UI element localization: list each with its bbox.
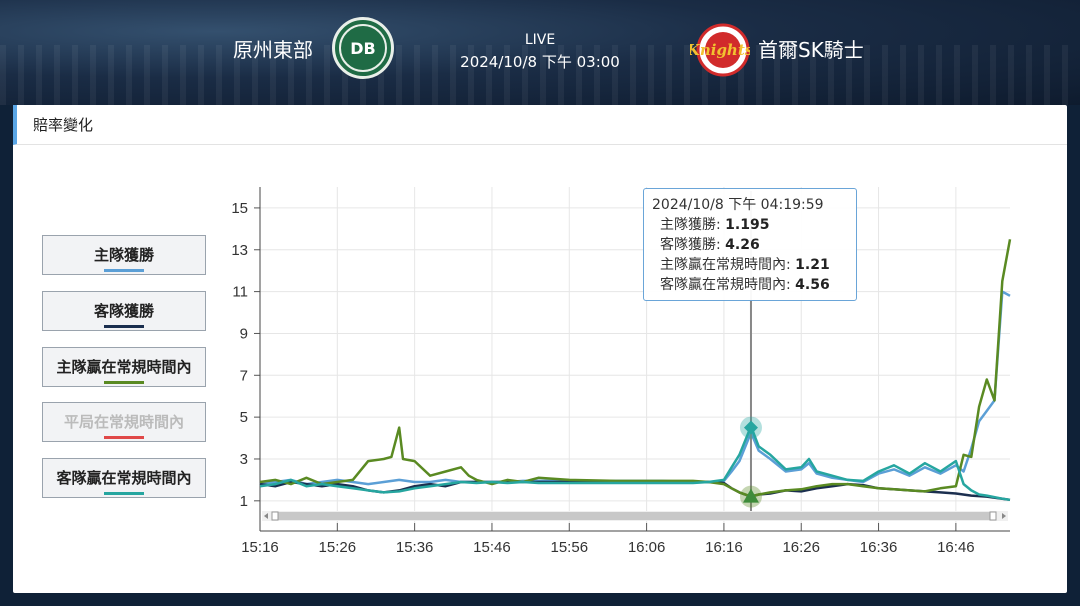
tooltip-time: 2024/10/8 下午 04:19:59 bbox=[652, 197, 824, 213]
marker-diamond bbox=[743, 420, 758, 435]
match-datetime: 2024/10/8 下午 03:00 bbox=[460, 53, 620, 71]
scroll-handle-right bbox=[989, 511, 997, 521]
x-tick-label: 16:16 bbox=[705, 539, 743, 556]
tooltip-row: 客隊贏在常規時間內: 4.56 bbox=[660, 277, 830, 293]
legend-swatch bbox=[104, 269, 144, 272]
legend-swatch bbox=[104, 381, 144, 384]
series-line-2 bbox=[259, 239, 1012, 498]
legend-home-win[interactable]: 主隊獲勝 bbox=[42, 235, 206, 275]
legend-swatch bbox=[104, 492, 144, 495]
x-tick-label: 15:16 bbox=[241, 539, 279, 556]
legend-label: 客隊贏在常規時間內 bbox=[56, 469, 192, 487]
series-line-3 bbox=[259, 425, 1011, 502]
series-line-0 bbox=[259, 290, 1011, 486]
scrollbar-thumb bbox=[272, 512, 996, 520]
x-tick-label: 16:46 bbox=[937, 539, 975, 556]
away-team-logo: Knights bbox=[690, 23, 750, 77]
x-tick-label: 16:36 bbox=[860, 539, 898, 556]
tooltip-row: 主隊贏在常規時間內: 1.21 bbox=[660, 257, 830, 273]
legend-home-regulation[interactable]: 主隊贏在常規時間內 bbox=[42, 347, 206, 387]
live-status: LIVE bbox=[524, 32, 556, 48]
y-tick-label: 11 bbox=[232, 284, 248, 301]
y-tick-label: 9 bbox=[240, 325, 248, 342]
legend-label: 客隊獲勝 bbox=[93, 302, 154, 320]
legend-label: 平局在常規時間內 bbox=[63, 413, 184, 431]
legend-away-regulation[interactable]: 客隊贏在常規時間內 bbox=[42, 458, 206, 498]
x-tick-label: 15:36 bbox=[396, 539, 434, 556]
legend-away-win[interactable]: 客隊獲勝 bbox=[42, 291, 206, 331]
marker-triangle bbox=[742, 488, 759, 503]
scroll-right-icon bbox=[1002, 513, 1006, 519]
tooltip-row: 主隊獲勝: 1.195 bbox=[660, 217, 770, 233]
legend-label: 主隊贏在常規時間內 bbox=[56, 358, 192, 376]
x-tick-label: 16:26 bbox=[782, 539, 820, 556]
y-tick-label: 3 bbox=[240, 451, 248, 468]
x-tick-label: 15:26 bbox=[319, 539, 357, 556]
y-tick-label: 13 bbox=[231, 242, 248, 259]
x-tick-label: 15:46 bbox=[473, 539, 511, 556]
legend-swatch bbox=[104, 436, 144, 439]
y-tick-label: 15 bbox=[231, 200, 248, 217]
legend-label: 主隊獲勝 bbox=[93, 246, 154, 264]
home-logo-text: DB bbox=[339, 24, 387, 72]
y-tick-label: 7 bbox=[240, 367, 248, 384]
scroll-left-icon bbox=[264, 513, 268, 519]
x-tick-label: 15:56 bbox=[551, 539, 589, 556]
x-tick-label: 16:06 bbox=[628, 539, 666, 556]
away-team-name: 首爾SK騎士 bbox=[758, 38, 864, 62]
scroll-handle-left bbox=[271, 511, 279, 521]
legend-draw-regulation[interactable]: 平局在常規時間內 bbox=[42, 402, 206, 442]
panel-title: 賠率變化 bbox=[13, 105, 1067, 145]
legend-swatch bbox=[104, 325, 144, 328]
tooltip-row: 客隊獲勝: 4.26 bbox=[660, 237, 760, 253]
chart-tooltip: 2024/10/8 下午 04:19:59 主隊獲勝: 1.195 客隊獲勝: … bbox=[643, 188, 857, 301]
y-tick-label: 1 bbox=[240, 493, 248, 510]
away-logo-text: Knights bbox=[690, 41, 750, 59]
home-team-name: 原州東部 bbox=[233, 38, 313, 62]
bottom-strip bbox=[0, 593, 1080, 606]
home-team-logo: DB bbox=[332, 17, 394, 79]
crowd-background bbox=[0, 45, 1080, 105]
match-header: 原州東部 DB LIVE 2024/10/8 下午 03:00 Knights … bbox=[0, 0, 1080, 105]
y-tick-label: 5 bbox=[240, 409, 248, 426]
